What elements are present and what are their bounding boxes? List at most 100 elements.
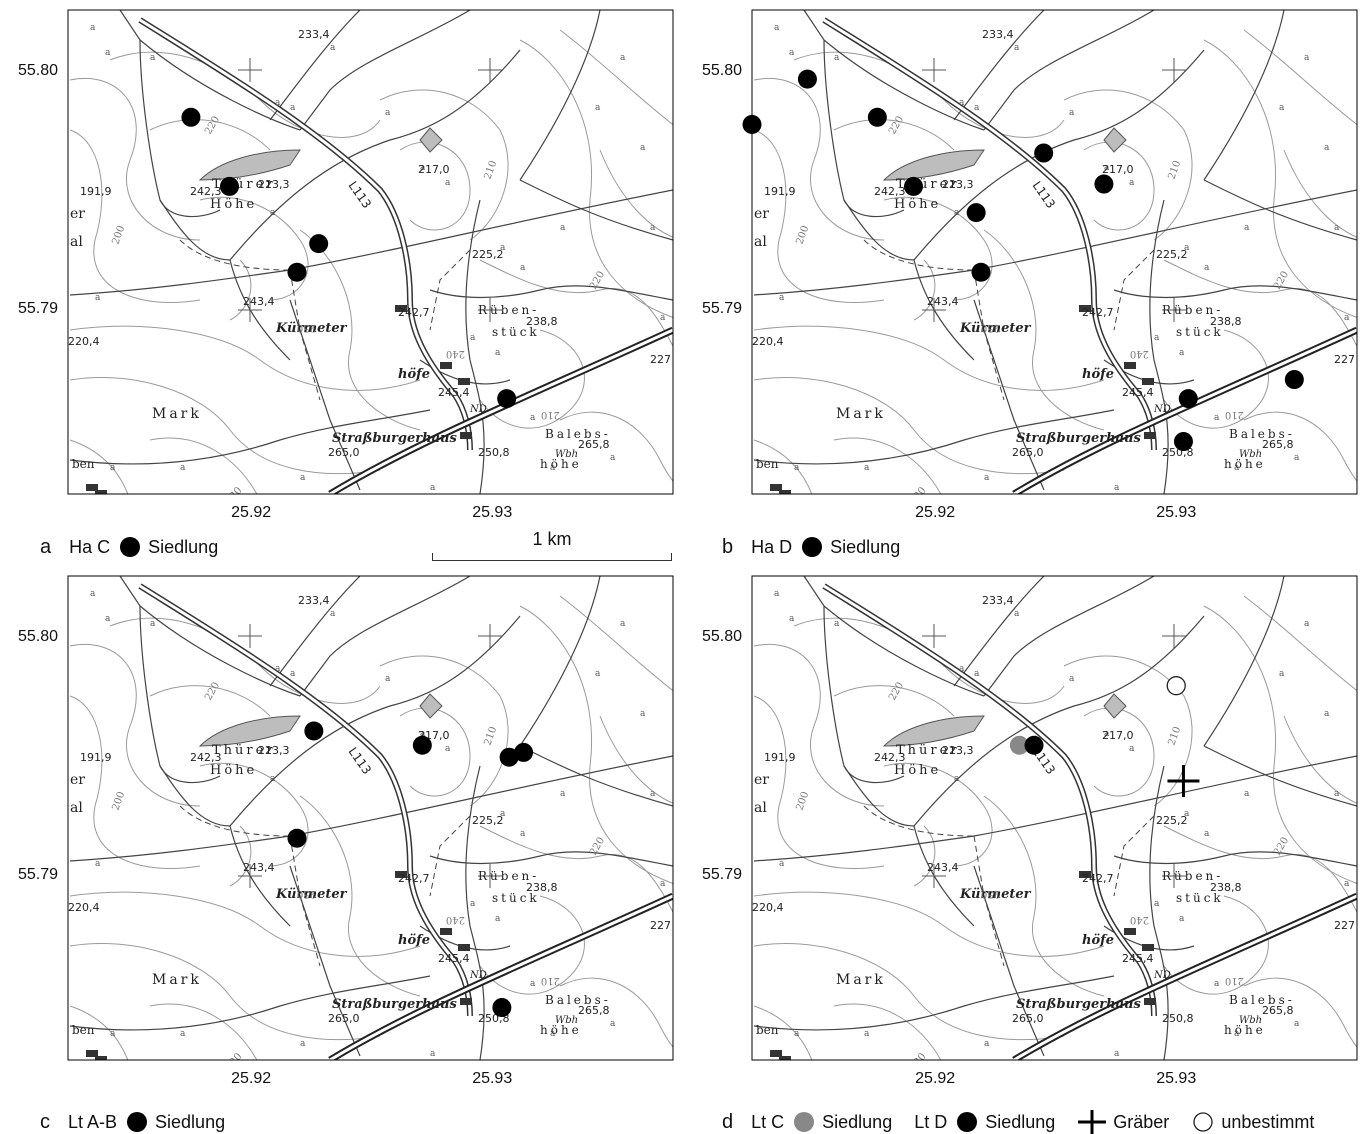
legend-label: Gräber	[1113, 1111, 1170, 1132]
place-name: Balebs-	[1229, 993, 1295, 1007]
spot-height: 265,0	[328, 446, 360, 459]
panel-letter: c	[40, 1110, 50, 1133]
field-boundary	[843, 199, 915, 261]
legend-label: unbestimmt	[1221, 1111, 1315, 1132]
contour-line	[299, 795, 421, 997]
vegetation-symbol: a	[864, 463, 870, 473]
spot-height: 223,3	[258, 178, 290, 191]
contour-line	[793, 51, 1065, 138]
spot-height: 225,2	[1156, 814, 1188, 827]
contour-line	[793, 617, 1065, 704]
contour-line	[229, 259, 252, 321]
field-boundary	[519, 179, 673, 241]
vegetation-symbol: a	[495, 914, 501, 924]
vegetation-symbol: a	[1014, 43, 1020, 53]
vegetation-symbol: a	[595, 669, 601, 679]
contour-line	[149, 437, 258, 494]
contour-line	[149, 1003, 258, 1060]
vegetation-symbol: a	[1114, 1049, 1120, 1059]
building	[1124, 928, 1136, 935]
y-tick-label: 55.79	[17, 866, 58, 884]
spot-height: 191,9	[764, 185, 796, 198]
vegetation-symbol: a	[290, 103, 296, 113]
road-l113-fill	[139, 18, 472, 451]
field-boundary	[229, 259, 291, 361]
place-name: höfe	[398, 933, 430, 948]
contour-label: 240	[446, 914, 465, 925]
vegetation-symbol: a	[1104, 163, 1110, 173]
vegetation-symbol: a	[774, 23, 780, 33]
place-name: höfe	[1082, 367, 1114, 382]
contour-label: 230	[224, 1051, 245, 1073]
spot-height: 242,7	[1082, 872, 1114, 885]
field-boundary	[753, 189, 1357, 296]
building	[779, 1056, 791, 1060]
contour-line	[599, 149, 673, 238]
spot-height: 223,3	[942, 178, 974, 191]
place-name: al	[754, 800, 767, 816]
contour-line	[753, 943, 1065, 1041]
vegetation-symbol: a	[150, 53, 156, 63]
legend-label: Siedlung	[155, 1111, 226, 1132]
field-boundary	[159, 765, 231, 827]
field-boundary	[983, 576, 1155, 697]
contour-line	[69, 943, 381, 1041]
building	[460, 432, 472, 439]
dashed-path	[1113, 249, 1155, 331]
legend-period: Ha D	[751, 536, 793, 557]
vegetation-symbol: a	[974, 669, 980, 679]
contour-line	[149, 685, 271, 717]
settlement-marker	[287, 828, 307, 848]
field-boundary	[913, 825, 975, 927]
road-l113-fill	[823, 584, 1156, 1017]
settlement-marker	[492, 998, 512, 1018]
contour-label: 250	[981, 322, 1000, 333]
spot-height: 191,9	[80, 751, 112, 764]
field-boundary	[843, 765, 915, 827]
contour-line	[69, 891, 421, 957]
legend-label: Siedlung	[830, 536, 901, 557]
vegetation-symbol: a	[789, 48, 795, 58]
legend-label: Siedlung	[822, 1111, 893, 1132]
vegetation-symbol: a	[1184, 243, 1190, 253]
x-tick-label: 25.93	[1156, 504, 1197, 521]
contour-line	[69, 78, 201, 241]
grave-marker	[1167, 765, 1200, 798]
place-name: ben	[72, 1023, 95, 1037]
vegetation-symbol: a	[794, 463, 800, 473]
building	[440, 362, 452, 369]
settlement-marker	[219, 176, 239, 196]
vegetation-symbol: a	[1104, 729, 1110, 739]
contour-line	[519, 605, 673, 884]
map-c: aa aa aaaaaaaaaaaaaaaaaaaaaaaa233,4242,319…	[67, 575, 674, 1073]
map-panel-c: a a a a a a a a a a a a a a a a a a a a a a a a a a a a 233,4 242,3 19…	[0, 566, 684, 1133]
vegetation-symbol: a	[779, 859, 785, 869]
spot-height: 220,4	[752, 335, 784, 348]
place-name: Wbh	[1239, 1015, 1262, 1026]
vegetation-symbol: a	[180, 1029, 186, 1039]
legend-label: Siedlung	[148, 536, 219, 557]
vegetation-symbol: a	[1214, 413, 1220, 423]
spot-height: 217,0	[1102, 163, 1134, 176]
contour-line	[69, 377, 381, 475]
x-tick-label: 25.92	[915, 504, 956, 521]
place-name: Straßburgerhaus	[1016, 431, 1141, 446]
quarry-area	[882, 715, 985, 747]
contour-line	[109, 617, 381, 704]
vegetation-symbol: a	[1129, 178, 1135, 188]
vegetation-symbol: a	[1324, 143, 1330, 153]
spot-height: 233,4	[982, 594, 1014, 607]
vegetation-symbol: a	[620, 619, 626, 629]
field-boundary	[1203, 179, 1357, 241]
x-tick-label: 25.92	[231, 504, 272, 521]
place-name: er	[754, 206, 769, 222]
place-name: Höhe	[210, 197, 257, 212]
panel-letter: b	[722, 535, 734, 558]
spot-height: 242,3	[874, 185, 906, 198]
vegetation-symbol: a	[1279, 103, 1285, 113]
building	[1142, 378, 1154, 385]
place-name: er	[754, 772, 769, 788]
field-boundary	[69, 409, 431, 465]
field-boundary	[1203, 745, 1357, 807]
settlement-marker	[499, 747, 519, 767]
